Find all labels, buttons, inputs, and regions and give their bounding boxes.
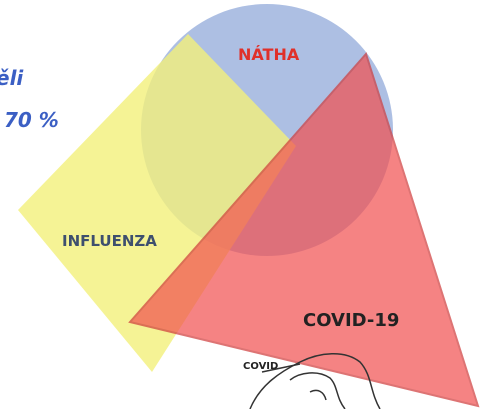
side-text: 70 % (4, 108, 59, 132)
page: ěli 70 % NÁTHA INFLUENZA COVID-19 COVID (0, 0, 482, 409)
label-influenza: INFLUENZA (62, 232, 157, 250)
label-covid-figure: COVID (243, 361, 278, 372)
label-covid19: COVID-19 (303, 310, 399, 331)
side-text: ěli (0, 66, 23, 90)
label-natha: NÁTHA (238, 45, 299, 64)
